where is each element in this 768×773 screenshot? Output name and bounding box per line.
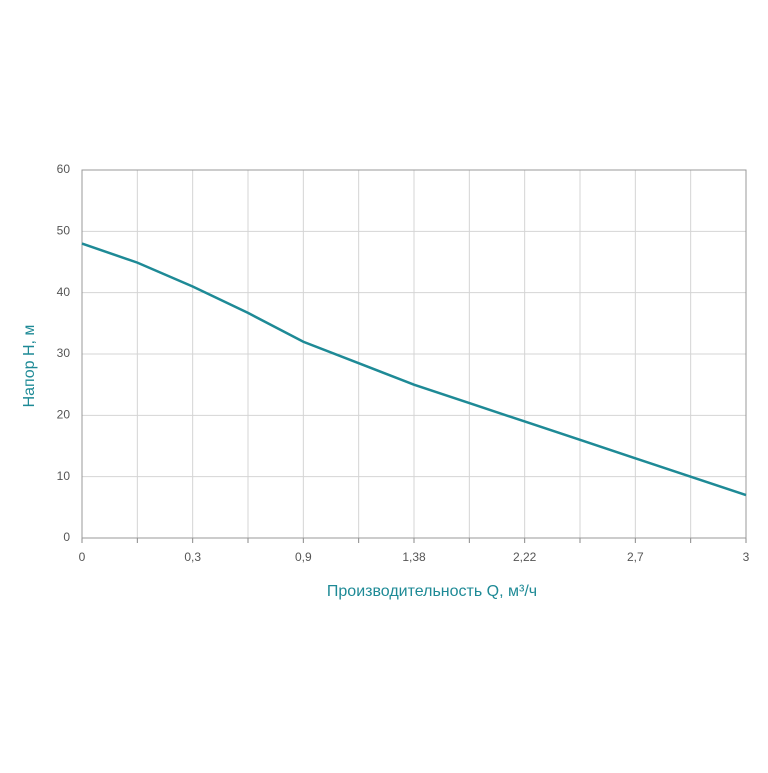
y-tick-label: 20 — [57, 408, 71, 422]
y-tick-label: 0 — [63, 530, 70, 544]
y-tick-label: 30 — [57, 346, 71, 360]
x-tick-label: 0,9 — [295, 550, 312, 564]
y-tick-label: 50 — [57, 224, 71, 238]
line-series — [81, 242, 747, 497]
x-axis-title: Производительность Q, м³/ч — [327, 583, 537, 600]
y-tick-label: 60 — [57, 162, 71, 176]
y-tick-label: 10 — [57, 469, 71, 483]
x-tick-label: 0,3 — [184, 550, 201, 564]
y-axis-title: Напор Н, м — [21, 325, 38, 408]
x-tick-label: 2,22 — [513, 550, 537, 564]
plot-border — [81, 169, 747, 539]
x-tick-label: 0 — [79, 550, 86, 564]
x-tick-label: 1,38 — [402, 550, 426, 564]
y-tick-label: 40 — [57, 285, 71, 299]
x-tick-label: 3 — [743, 550, 750, 564]
x-tick-label: 2,7 — [627, 550, 644, 564]
